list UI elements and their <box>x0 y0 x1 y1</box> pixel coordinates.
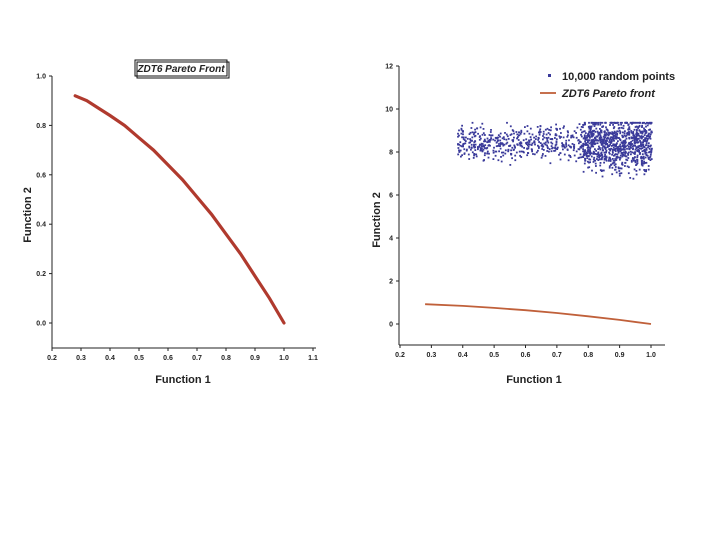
left-x-tick-label: 0.6 <box>163 355 173 362</box>
left-x-tick-label: 0.2 <box>47 355 57 362</box>
left-y-tick-label: 1.0 <box>36 74 46 81</box>
left-x-tick-label: 0.5 <box>134 355 144 362</box>
left-x-axis-title: Function 1 <box>155 374 211 386</box>
pareto-front-line <box>73 94 286 325</box>
left-y-tick-label: 0.6 <box>36 172 46 179</box>
left-x-tick-label: 1.1 <box>308 355 318 362</box>
left-y-axis-title: Function 2 <box>22 187 34 243</box>
left-tick-labels: 0.2 0.3 0.4 0.5 0.6 0.7 0.8 0.9 1.0 1.1 0.0 0.2 0.4 0… <box>36 74 318 363</box>
left-title-box: ZDT6 Pareto Front <box>134 59 230 79</box>
left-x-tick-label: 1.0 <box>279 355 289 362</box>
left-x-tick-label: 0.4 <box>105 355 115 362</box>
left-y-tick-label: 0.4 <box>36 222 46 229</box>
left-x-tick-label: 0.7 <box>192 355 202 362</box>
left-x-tick-label: 0.3 <box>76 355 86 362</box>
left-chart-title: ZDT6 Pareto Front <box>136 64 225 75</box>
left-x-tick-label: 0.8 <box>221 355 231 362</box>
left-y-tick-label: 0.8 <box>36 123 46 130</box>
left-y-tick-label: 0.0 <box>36 321 46 328</box>
left-y-tick-label: 0.2 <box>36 271 46 278</box>
left-axes <box>49 75 316 351</box>
left-x-tick-label: 0.9 <box>250 355 260 362</box>
